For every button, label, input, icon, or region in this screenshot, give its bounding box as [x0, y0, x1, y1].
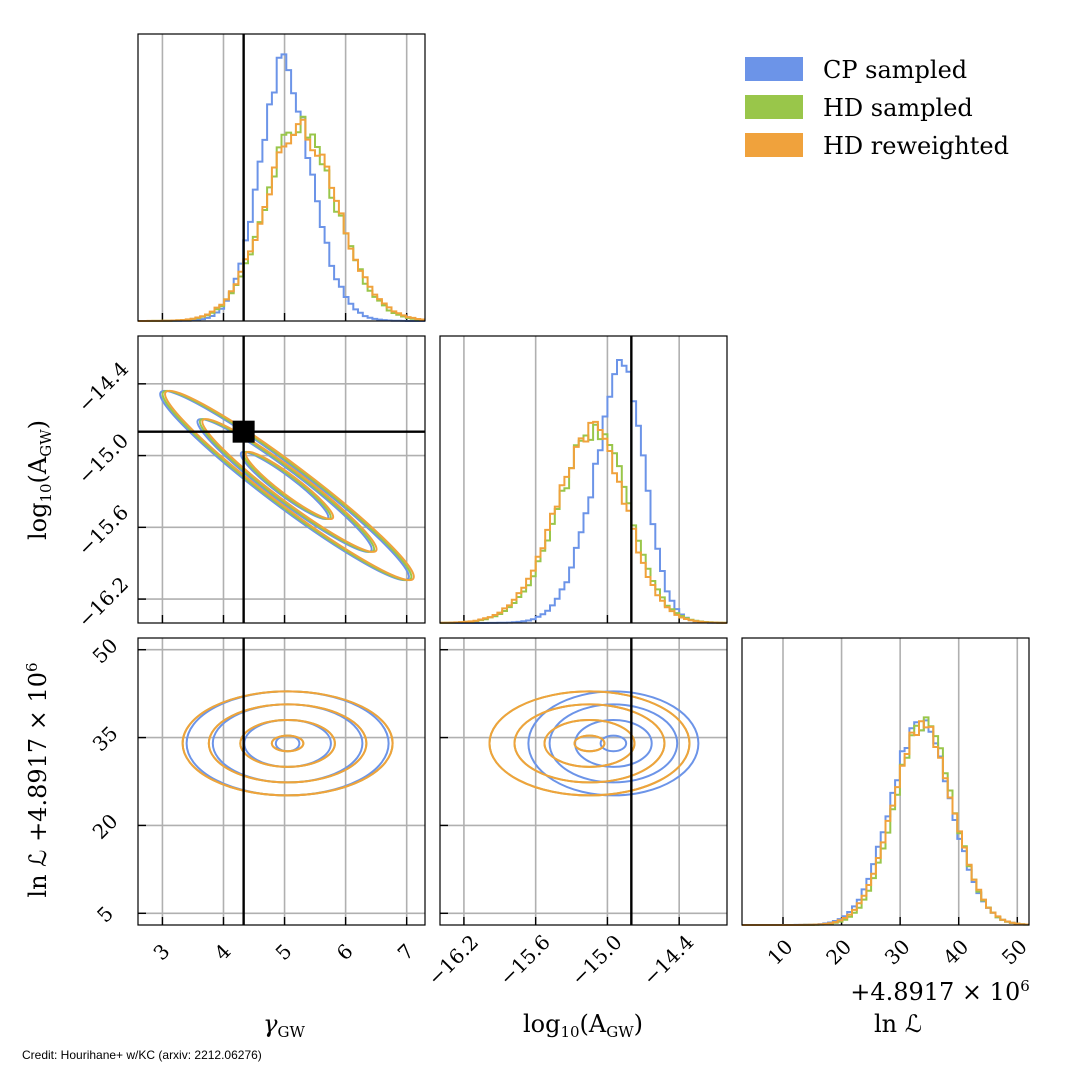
x-tick-label-gamma: 7 [393, 939, 419, 965]
y-tick-label-lnL: 5 [92, 901, 118, 927]
contour-gamma-lnL-cp-3 [185, 690, 390, 797]
y-tick-label-logA: −15.6 [73, 500, 133, 560]
legend-label-hdrw: HD reweighted [823, 132, 1009, 160]
contour-gamma-lnL-hdrw-1 [239, 719, 336, 768]
y-tick-label-logA: −14.4 [73, 357, 133, 417]
histogram-cp-sampled [138, 53, 425, 322]
x-tick-label-gamma: 6 [332, 939, 358, 965]
legend-label-hd: HD sampled [823, 94, 973, 122]
x-axis-label-logA: log10(AGW) [523, 1010, 643, 1041]
y-tick-label-lnL: 20 [88, 809, 123, 844]
y-tick-label-logA: −15.0 [73, 428, 133, 488]
y-axis-label-logA: log10(AGW) [24, 420, 55, 540]
y-tick-label-lnL: 35 [88, 721, 123, 756]
contour-logA-lnL-cp-1 [574, 719, 653, 768]
histogram-hd-reweighted [440, 420, 727, 624]
legend-swatch-hd [745, 95, 803, 119]
contour-logA-lnL-hdrw-3 [488, 690, 691, 797]
contour-gamma-logA-cp-2 [159, 389, 410, 582]
y-axis-label-lnL: ln ℒ +4.8917 × 106 [23, 662, 52, 897]
contour-logA-lnL-cp-2 [548, 703, 679, 784]
contour-gamma-logA-hd-1 [198, 418, 376, 553]
x-tick-label-gamma: 4 [210, 939, 236, 965]
histogram-hd-reweighted [742, 720, 1029, 926]
panel-logA-hist [439, 335, 728, 624]
x-tick-label-lnL: 30 [880, 935, 915, 970]
x-axis-label-lnL: ln ℒ [874, 1010, 922, 1038]
legend-label-cp: CP sampled [823, 56, 967, 84]
panel-logA-lnL [439, 637, 728, 926]
contour-logA-lnL-hdrw-2 [513, 703, 666, 784]
contour-logA-lnL-hdrw-1 [543, 719, 636, 768]
contour-gamma-logA-hdrw-0 [244, 450, 335, 521]
x-tick-label-gamma: 5 [271, 939, 297, 965]
x-tick-label-logA: −14.4 [638, 930, 698, 990]
contour-gamma-lnL-hdrw-0 [270, 734, 305, 753]
panel-gamma-lnL [137, 637, 426, 926]
x-axis-label-gamma: γGW [263, 1010, 305, 1041]
contour-gamma-lnL-hdrw-3 [181, 690, 394, 797]
contour-gamma-logA-cp-1 [196, 418, 373, 553]
x-tick-label-logA: −15.6 [495, 930, 555, 990]
credit-text: Credit: Hourihane+ w/KC (arxiv: 2212.062… [22, 1048, 262, 1062]
histogram-hd-reweighted [138, 118, 425, 322]
contour-gamma-lnL-hdrw-2 [207, 703, 368, 784]
contour-gamma-lnL-cp-2 [211, 703, 364, 784]
legend-swatch-cp [745, 57, 803, 81]
y-tick-label-lnL: 50 [88, 633, 123, 668]
x-axis-offset-lnL: +4.8917 × 106 [850, 977, 1030, 1006]
contour-gamma-logA-hdrw-1 [201, 418, 378, 553]
x-tick-label-logA: −15.0 [566, 930, 626, 990]
contour-gamma-lnL-cp-1 [243, 719, 332, 768]
x-tick-label-lnL: 40 [938, 935, 973, 970]
x-tick-label-lnL: 20 [821, 935, 856, 970]
x-tick-label-gamma: 3 [148, 939, 174, 965]
y-tick-label-logA: −16.2 [73, 572, 133, 632]
x-tick-label-logA: −16.2 [423, 930, 483, 990]
x-tick-label-lnL: 10 [763, 935, 798, 970]
contour-logA-lnL-hdrw-0 [573, 734, 606, 753]
histogram-cp-sampled [440, 359, 727, 624]
panel-gamma-hist [137, 33, 426, 322]
contour-gamma-logA-hd-2 [161, 389, 413, 582]
contour-logA-lnL-cp-3 [527, 690, 700, 797]
truth-marker [232, 420, 255, 443]
panel-gamma-logA [137, 335, 426, 624]
contour-logA-lnL-cp-0 [599, 734, 628, 753]
panel-lnL-hist [741, 637, 1030, 926]
legend-swatch-hdrw [745, 133, 803, 157]
x-tick-label-lnL: 50 [997, 935, 1032, 970]
contour-gamma-logA-hdrw-2 [164, 389, 415, 582]
